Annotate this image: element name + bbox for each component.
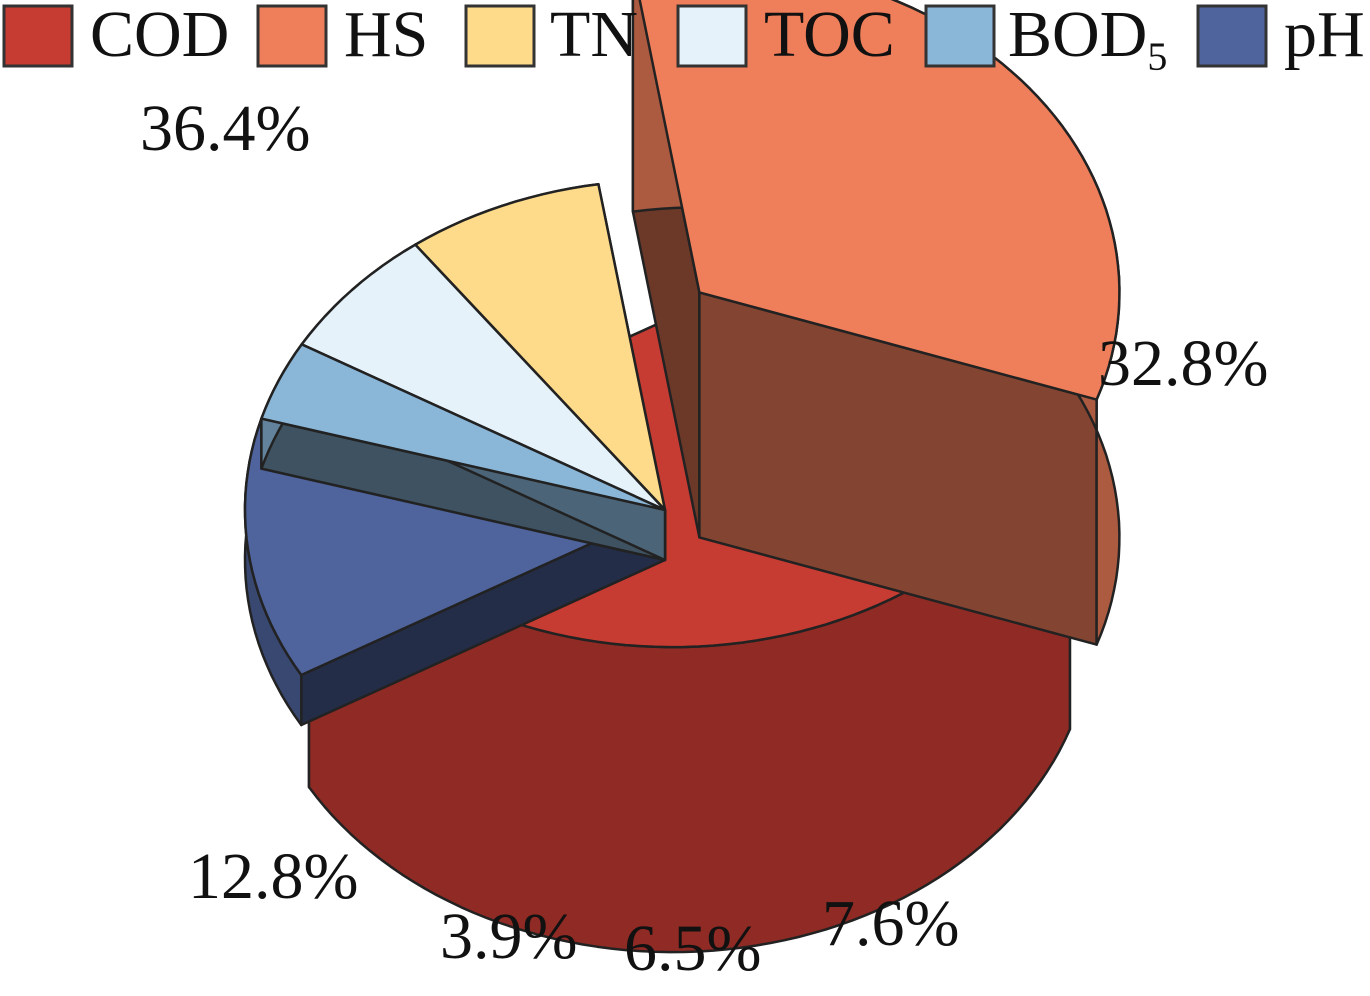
legend-item-cod: COD — [2, 0, 229, 71]
legend-label-bod5-subscript: 5 — [1147, 34, 1167, 79]
legend-swatch-tn — [464, 4, 536, 68]
legend-swatch-ph — [1196, 4, 1268, 68]
legend-swatch-hs — [256, 4, 328, 68]
legend-item-tn: TN — [464, 0, 638, 71]
slices-layer — [243, 0, 1121, 954]
slice-hs — [631, 0, 1121, 646]
slice-bod5-top — [260, 343, 667, 512]
legend-swatch-cod — [2, 4, 74, 68]
slice-toc-top — [300, 243, 667, 512]
legend-label-ph: pH — [1284, 0, 1365, 71]
legend-label-bod5-main: BOD — [1008, 0, 1147, 71]
data-label-cod: 36.4% — [140, 92, 310, 165]
slice-hs-top — [638, 0, 1121, 401]
data-label-hs: 32.8% — [1098, 327, 1268, 400]
legend-item-hs: HS — [256, 0, 428, 71]
data-label-ph: 12.8% — [188, 840, 358, 913]
data-label-tn: 7.6% — [822, 887, 959, 960]
legend-item-toc: TOC — [676, 0, 895, 71]
slice-tn-top — [414, 182, 667, 512]
data-labels: 36.4% 32.8% 7.6% 6.5% 3.9% 12.8% — [140, 92, 1268, 985]
slice-bod5 — [260, 343, 667, 562]
data-label-toc: 6.5% — [624, 912, 761, 985]
legend-label-toc: TOC — [764, 0, 895, 71]
legend-label-tn: TN — [550, 0, 638, 71]
legend-label-bod5: BOD5 — [1008, 0, 1167, 79]
legend-item-bod5: BOD5 — [924, 0, 1167, 79]
legend: COD HS TN TOC BOD5 pH — [2, 0, 1365, 79]
data-label-bod5: 3.9% — [440, 900, 577, 973]
legend-label-cod: COD — [90, 0, 229, 71]
legend-swatch-toc — [676, 4, 748, 68]
legend-swatch-bod5 — [924, 4, 996, 68]
legend-item-ph: pH — [1196, 0, 1365, 71]
legend-label-hs: HS — [344, 0, 428, 71]
